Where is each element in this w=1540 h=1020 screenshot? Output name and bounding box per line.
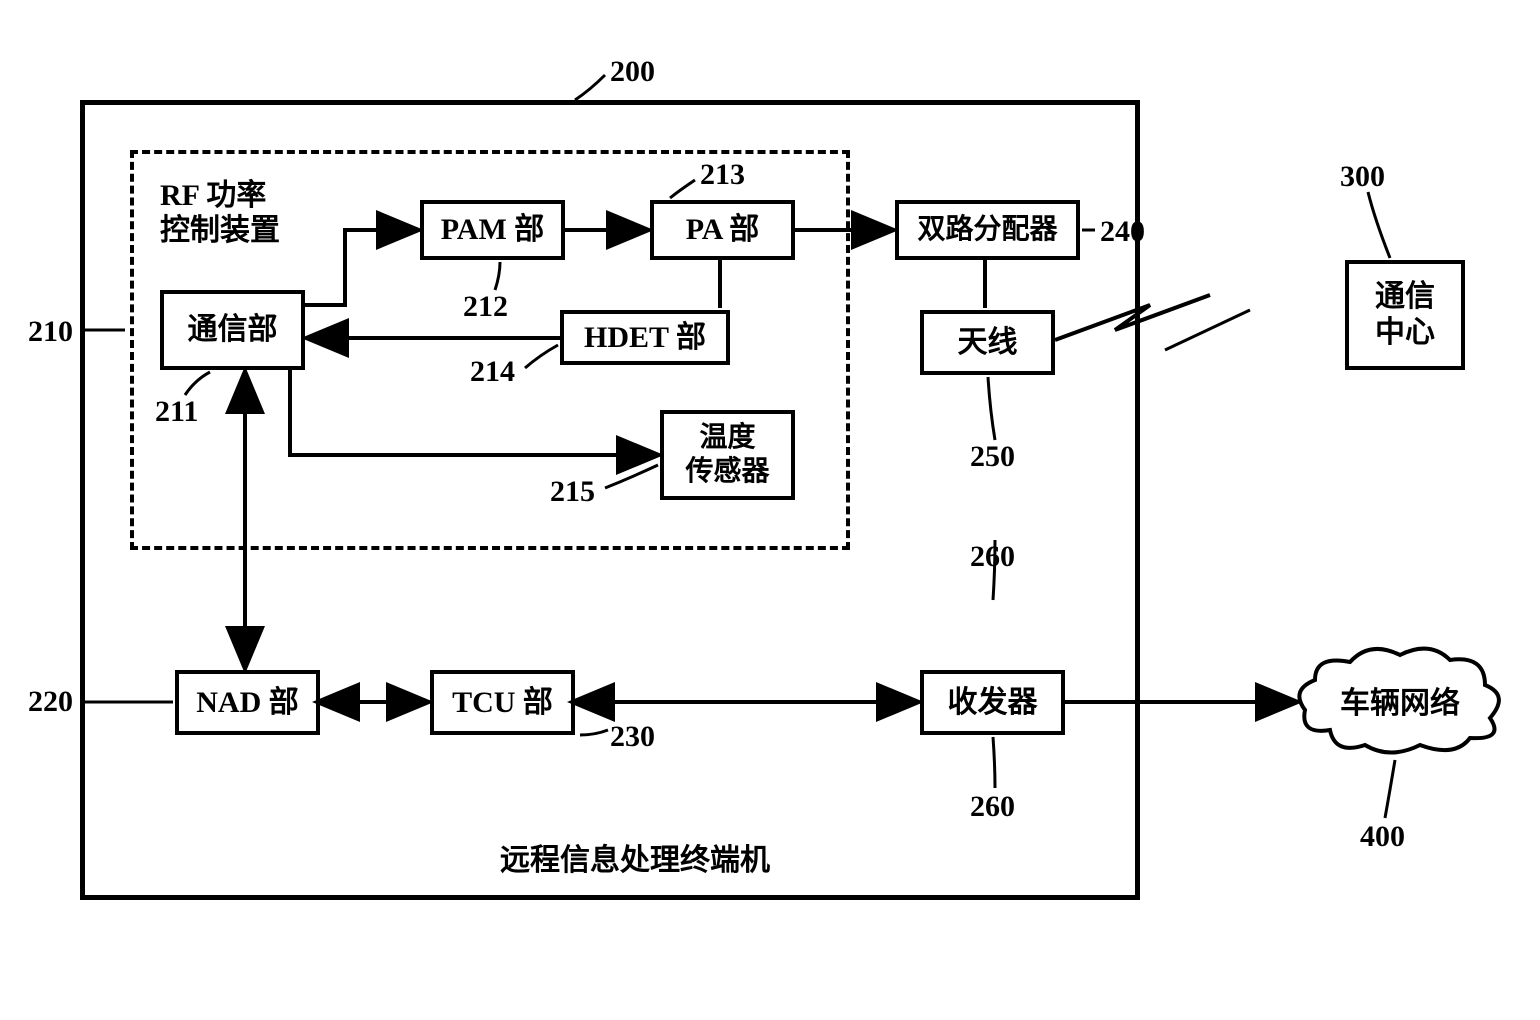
diagram-canvas: 远程信息处理终端机 RF 功率 控制装置 通信部 PAM 部 PA 部 HDET… bbox=[0, 0, 1540, 1020]
wire-layer bbox=[0, 0, 1540, 1020]
